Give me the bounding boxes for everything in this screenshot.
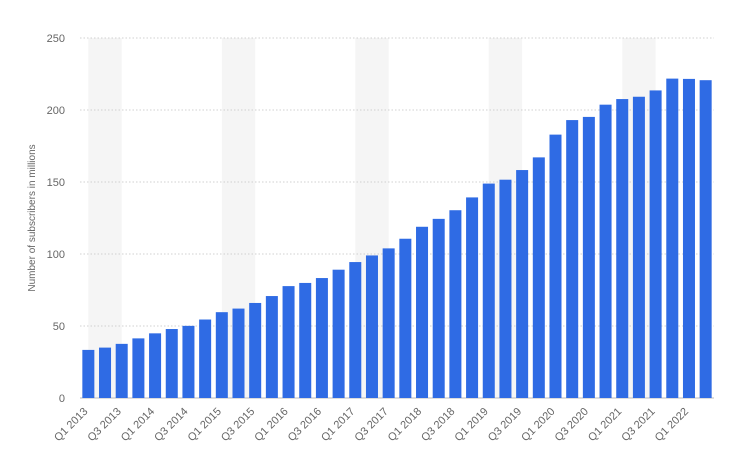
y-tick-label: 100: [47, 249, 65, 261]
bar-q4-2013: [132, 338, 145, 398]
bar-q3-2017: [382, 248, 395, 398]
y-tick-label: 150: [47, 177, 65, 189]
bar-q2-2022: [699, 80, 712, 398]
bar-q2-2020: [566, 120, 579, 398]
bar-q4-2014: [199, 319, 212, 398]
bar-q1-2017: [349, 262, 362, 398]
y-tick-label: 200: [47, 105, 65, 117]
bar-q1-2020: [549, 134, 562, 398]
bar-q3-2020: [582, 116, 595, 398]
x-tick-label: Q3 2018: [419, 406, 457, 444]
bar-q4-2021: [666, 78, 679, 399]
bar-q1-2019: [482, 183, 495, 398]
bar-q1-2014: [149, 333, 162, 398]
bar-q1-2021: [616, 99, 629, 398]
bar-q4-2020: [599, 104, 612, 399]
background-band: [88, 38, 122, 398]
x-tick-label: Q3 2021: [619, 406, 657, 444]
bar-q2-2019: [499, 179, 512, 398]
x-tick-label: Q3 2016: [286, 406, 324, 444]
bar-q1-2016: [282, 286, 295, 398]
bar-q3-2014: [182, 325, 195, 398]
y-axis-ticks: 0 50 100 150 200 250: [47, 33, 65, 405]
bar-q3-2019: [516, 170, 529, 398]
bar-q4-2019: [532, 157, 545, 398]
x-tick-label: Q1 2015: [186, 406, 224, 444]
x-tick-label: Q3 2017: [352, 406, 390, 444]
x-tick-label: Q3 2020: [553, 406, 591, 444]
bars: [82, 78, 712, 399]
bar-q4-2015: [265, 296, 278, 398]
bar-q1-2013: [82, 349, 95, 398]
bar-q1-2015: [215, 312, 228, 398]
bar-q2-2016: [299, 282, 312, 398]
bar-q3-2015: [249, 302, 262, 398]
x-tick-label: Q3 2015: [219, 406, 257, 444]
bar-q4-2018: [466, 197, 479, 398]
bar-q3-2013: [115, 343, 128, 398]
x-tick-label: Q1 2018: [386, 406, 424, 444]
x-tick-label: Q3 2013: [86, 406, 124, 444]
y-tick-label: 250: [47, 33, 65, 45]
bar-q3-2018: [449, 210, 462, 398]
x-tick-label: Q1 2016: [252, 406, 290, 444]
bar-q1-2018: [416, 226, 429, 398]
bar-q2-2021: [632, 96, 645, 398]
x-tick-label: Q1 2013: [52, 406, 90, 444]
bar-q2-2014: [165, 329, 178, 398]
x-tick-label: Q3 2014: [152, 406, 190, 444]
bar-q3-2016: [315, 278, 328, 398]
bar-q2-2017: [365, 255, 378, 398]
bar-q2-2015: [232, 308, 245, 398]
bar-q3-2021: [649, 90, 662, 399]
bar-q4-2016: [332, 269, 345, 398]
y-tick-label: 0: [59, 393, 65, 405]
y-tick-label: 50: [53, 321, 65, 333]
bar-q2-2013: [99, 347, 112, 398]
bar-q1-2022: [682, 78, 695, 399]
x-tick-label: Q1 2017: [319, 406, 357, 444]
x-tick-label: Q1 2014: [119, 406, 157, 444]
bar-q4-2017: [399, 238, 412, 398]
x-tick-label: Q1 2021: [586, 406, 624, 444]
x-tick-label: Q1 2022: [653, 406, 691, 444]
x-tick-label: Q1 2020: [519, 406, 557, 444]
x-tick-label: Q1 2019: [453, 406, 491, 444]
y-axis-title: Number of subscribers in millions: [27, 144, 38, 291]
bar-q2-2018: [432, 218, 445, 398]
x-tick-label: Q3 2019: [486, 406, 524, 444]
